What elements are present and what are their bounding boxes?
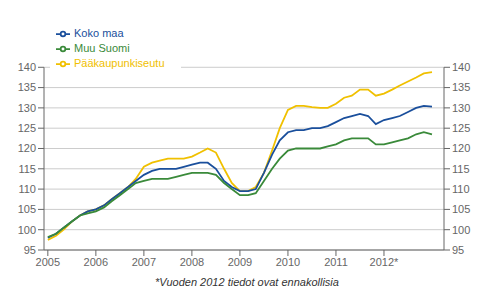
svg-text:135: 135 (18, 81, 36, 93)
html-text:Koko maa: Koko maa (74, 27, 124, 39)
svg-text:125: 125 (452, 122, 470, 134)
svg-text:2006: 2006 (84, 256, 108, 268)
svg-text:115: 115 (18, 163, 36, 175)
html-text:*Vuoden 2012 tiedot ovat ennak: *Vuoden 2012 tiedot ovat ennakollisia (155, 276, 339, 288)
svg-text:105: 105 (18, 203, 36, 215)
svg-text:2007: 2007 (132, 256, 156, 268)
svg-text:115: 115 (452, 163, 470, 175)
svg-text:140: 140 (452, 61, 470, 73)
svg-text:2009: 2009 (228, 256, 252, 268)
html-text:Muu Suomi: Muu Suomi (74, 42, 130, 55)
svg-text:110: 110 (452, 183, 470, 195)
svg-text:120: 120 (18, 142, 36, 154)
svg-text:100: 100 (452, 224, 470, 236)
svg-text:130: 130 (18, 102, 36, 114)
svg-text:2010: 2010 (276, 256, 300, 268)
svg-text:100: 100 (18, 224, 36, 236)
svg-text:110: 110 (18, 183, 36, 195)
svg-text:2005: 2005 (36, 256, 60, 268)
svg-text:120: 120 (452, 142, 470, 154)
svg-text:105: 105 (452, 203, 470, 215)
svg-text:130: 130 (452, 102, 470, 114)
svg-text:2008: 2008 (180, 256, 204, 268)
svg-text:125: 125 (18, 122, 36, 134)
svg-text:140: 140 (18, 61, 36, 73)
html-text:Pääkaupunkiseutu: Pääkaupunkiseutu (74, 57, 165, 70)
svg-text:95: 95 (24, 244, 36, 256)
svg-text:2012*: 2012* (370, 256, 399, 268)
svg-text:95: 95 (452, 244, 464, 256)
svg-text:2011: 2011 (324, 256, 348, 268)
svg-text:135: 135 (452, 81, 470, 93)
